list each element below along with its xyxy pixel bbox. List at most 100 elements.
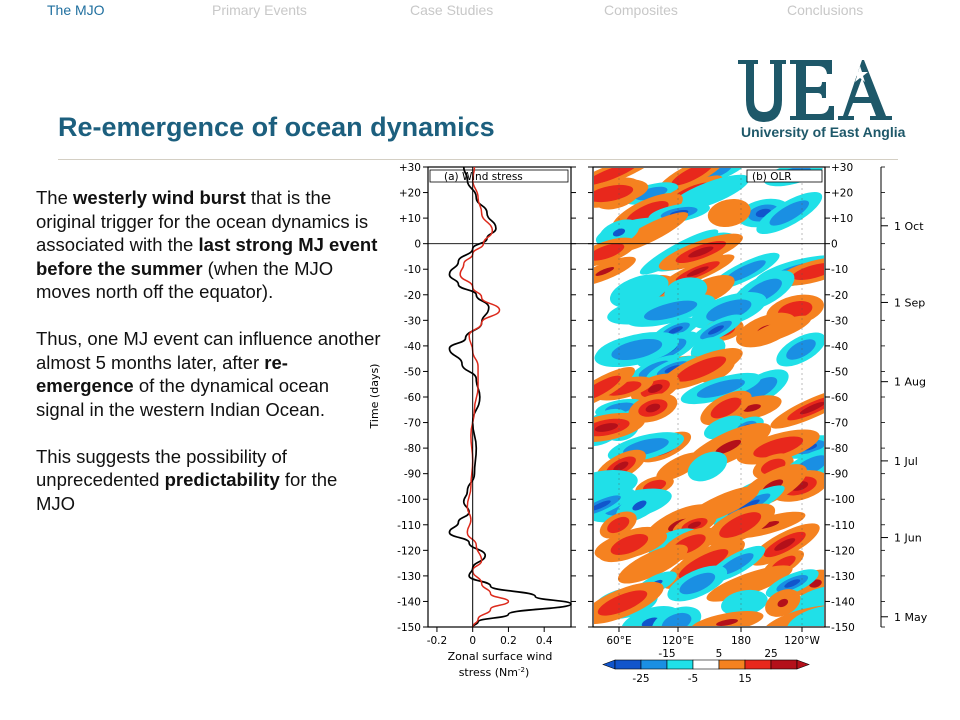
olr-contour-inner [716, 619, 738, 626]
y-tick-label-left: -70 [404, 418, 421, 430]
series-line-red [459, 166, 510, 628]
y-tick-label-left: -130 [397, 571, 421, 583]
olr-contour-mid [696, 379, 745, 398]
colorbar-top-label: 25 [764, 648, 777, 660]
colorbar-swatch [744, 659, 772, 670]
x-tick-label-a: 0.4 [536, 635, 553, 647]
y-tick-label-left: -30 [404, 315, 421, 327]
x-tick-label-b: 60°E [606, 635, 631, 647]
olr-contour-mid [644, 300, 698, 321]
y-tick-label-left: 0 [414, 239, 421, 251]
uea-logo [738, 60, 892, 122]
olr-contour-mid [706, 299, 752, 322]
panel-a-x-axis: -0.2 0 0.2 0.4 [427, 167, 553, 647]
y-tick-label-right: -130 [831, 571, 855, 583]
colorbar-swatch [718, 659, 746, 670]
panel-a-x-label-line2: stress (Nm-2) [459, 666, 530, 679]
y-tick-label-left: -100 [397, 494, 421, 506]
olr-contour-mid [594, 168, 638, 186]
olr-contour-mid [634, 186, 668, 201]
olr-contour-mid [719, 512, 762, 538]
colorbar-top-label: -15 [658, 648, 675, 660]
olr-contour-outer [617, 544, 688, 584]
date-label: 1 Sep [894, 296, 925, 309]
top-navigation: The MJO Primary Events Case Studies Comp… [0, 0, 960, 22]
olr-contour-outer [706, 565, 793, 602]
olr-contour-inner [632, 500, 647, 511]
wind-stress-series [448, 166, 572, 628]
y-tick-label-left: -90 [404, 469, 421, 481]
y-tick-label-left: -150 [397, 622, 421, 634]
panel-b-x-axis: 60°E 120°E 180 120°W [606, 627, 820, 647]
olr-contour-inner [686, 266, 709, 277]
slide-title: Re-emergence of ocean dynamics [58, 112, 495, 142]
colorbar-swatch [770, 659, 798, 670]
y-tick-label-right: -50 [831, 366, 848, 378]
x-tick-label-a: 0 [469, 635, 476, 647]
paragraph-3: This suggests the possibility of unprece… [36, 445, 338, 514]
colorbar-left-arrow [602, 659, 616, 670]
y-tick-label-right: -30 [831, 315, 848, 327]
nav-item-case-studies[interactable]: Case Studies [410, 2, 494, 18]
olr-contour-mid [611, 338, 663, 361]
olr-contour-inner [594, 423, 619, 432]
y-tick-label-left: +10 [399, 213, 421, 225]
olr-hovmoller-field [594, 168, 824, 626]
colorbar-bottom-label: 15 [738, 673, 751, 685]
y-tick-label-left: -80 [404, 443, 421, 455]
nav-item-conclusions[interactable]: Conclusions [787, 2, 864, 18]
olr-contour-outer [707, 198, 751, 228]
nav-item-composites[interactable]: Composites [604, 2, 678, 18]
y-axis-right-ticks: +30 +20 +10 0 -10 -20 -30 -40 -50 -60 -70 -80 -90 -10… [825, 162, 855, 634]
olr-contour-mid [792, 262, 824, 281]
panel-a-label: (a) Wind stress [444, 171, 523, 183]
olr-contour-inner [645, 403, 661, 413]
y-tick-label-left: -120 [397, 545, 421, 557]
series-line-black [448, 166, 572, 628]
olr-contour-mid [594, 375, 621, 402]
nav-item-primary-events[interactable]: Primary Events [212, 2, 307, 18]
date-label: 1 May [894, 611, 928, 624]
olr-contour-mid [671, 168, 713, 186]
y-axis-left-ticks: +30 +20 +10 0 -10 -20 -30 -40 -50 -60 -70 -80 -90 -10… [397, 162, 428, 634]
x-tick-label-a: -0.2 [427, 635, 448, 647]
olr-contour-mid [676, 356, 727, 382]
y-tick-label-right: 0 [831, 239, 838, 251]
olr-contour-inner [668, 326, 683, 334]
date-label: 1 Aug [894, 376, 926, 389]
y-tick-label-right: -80 [831, 443, 848, 455]
olr-contour-mid [753, 436, 804, 458]
x-tick-label-a: 0.2 [500, 635, 517, 647]
olr-contour-inner [715, 439, 742, 455]
y-tick-label-right: -20 [831, 290, 848, 302]
y-tick-label-left: -20 [404, 290, 421, 302]
y-tick-label-left: -110 [397, 520, 421, 532]
olr-contour-mid [679, 572, 716, 595]
date-axis: 1 Oct 1 Sep 1 Aug 1 Jul 1 Jun 1 May [880, 166, 928, 628]
olr-contour-inner [777, 598, 789, 608]
olr-contour-mid [605, 381, 642, 396]
olr-contour-mid [626, 200, 669, 226]
y-tick-label-left: +30 [399, 162, 421, 174]
olr-contour-mid [607, 516, 630, 534]
paragraph-1: The westerly wind burst that is the orig… [36, 187, 378, 302]
y-tick-label-right: -120 [831, 545, 855, 557]
colorbar-right-arrow [796, 659, 810, 670]
panel-b-label: (b) OLR [752, 171, 792, 183]
y-tick-label-right: -10 [831, 264, 848, 276]
olr-contour-mid [661, 612, 692, 626]
olr-contour-mid [724, 260, 766, 283]
nav-item-the-mjo[interactable]: The MJO [47, 2, 105, 18]
olr-contour-mid [718, 553, 754, 575]
olr-contour-inner [743, 404, 761, 412]
olr-contour-outer [656, 452, 703, 481]
y-tick-label-right: -110 [831, 520, 855, 532]
olr-contour-mid [786, 339, 816, 360]
olr-contour-outer [668, 174, 750, 213]
y-tick-label-right: -70 [831, 418, 848, 430]
colorbar-bottom-label: -5 [688, 673, 698, 685]
y-axis-label: Time (days) [368, 364, 381, 430]
olr-contour-inner [647, 384, 663, 393]
colorbar-bottom-label: -25 [632, 673, 649, 685]
panel-a-frame [427, 166, 572, 628]
